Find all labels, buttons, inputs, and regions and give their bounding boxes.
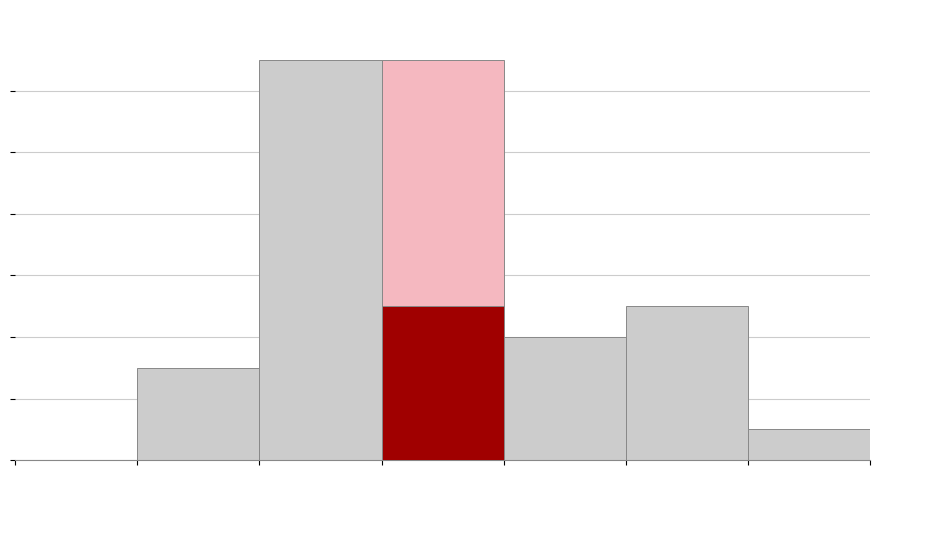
Bar (503, 337, 626, 460)
Bar (382, 60, 503, 460)
Bar (137, 368, 260, 460)
Bar (382, 306, 503, 460)
Bar (260, 60, 382, 460)
Bar (748, 429, 870, 460)
Bar (626, 306, 748, 460)
